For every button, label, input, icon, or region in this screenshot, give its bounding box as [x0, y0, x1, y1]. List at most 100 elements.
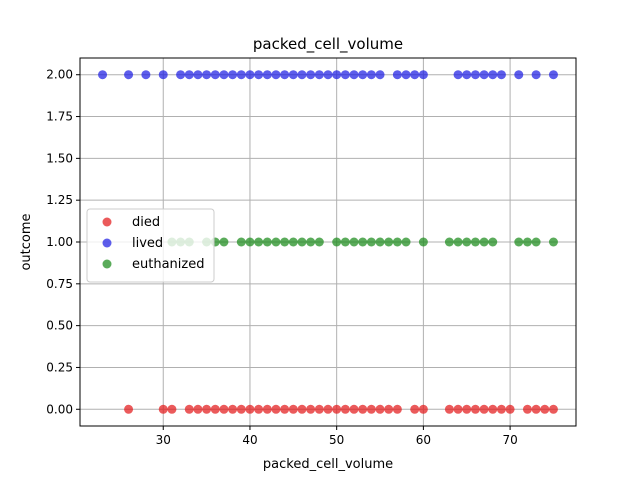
died-point: [210, 404, 220, 414]
lived-point: [401, 70, 411, 80]
euthanized-point: [401, 237, 411, 247]
x-axis-ticks: 30 40 50 60 70: [156, 426, 518, 447]
lived-point: [288, 70, 298, 80]
euthanized-point: [332, 237, 342, 247]
y-axis-title: outcome: [19, 213, 34, 270]
lived-point: [470, 70, 480, 80]
lived-point: [358, 70, 368, 80]
euthanized-point: [271, 237, 281, 247]
lived-point: [210, 70, 220, 80]
died-point: [470, 404, 480, 414]
died-point: [323, 404, 333, 414]
euthanized-point: [418, 237, 428, 247]
lived-point: [98, 70, 108, 80]
lived-point: [124, 70, 134, 80]
lived-point: [375, 70, 385, 80]
lived-point: [332, 70, 342, 80]
lived-point: [410, 70, 420, 80]
euthanized-point: [375, 237, 385, 247]
died-point: [349, 404, 359, 414]
died-point: [124, 404, 134, 414]
lived-point: [548, 70, 558, 80]
lived-point: [141, 70, 151, 80]
lived-point: [366, 70, 376, 80]
euthanized-point: [236, 237, 246, 247]
died-point: [375, 404, 385, 414]
lived-point: [314, 70, 324, 80]
died-point: [262, 404, 272, 414]
lived-point: [184, 70, 194, 80]
died-point: [193, 404, 203, 414]
euthanized-point: [288, 237, 298, 247]
lived-point: [280, 70, 290, 80]
died-point: [306, 404, 316, 414]
lived-point: [271, 70, 281, 80]
x-tick-label: 40: [242, 433, 257, 447]
lived-point: [228, 70, 238, 80]
died-point: [202, 404, 212, 414]
lived-point: [245, 70, 255, 80]
died-point: [332, 404, 342, 414]
legend: died lived euthanized: [86, 208, 215, 283]
lived-point: [176, 70, 186, 80]
lived-point: [219, 70, 229, 80]
died-point: [444, 404, 454, 414]
x-tick-label: 30: [156, 433, 171, 447]
died-point: [479, 404, 489, 414]
euthanized-point: [453, 237, 463, 247]
legend-label-died: died: [132, 215, 160, 230]
lived-point: [236, 70, 246, 80]
died-point: [158, 404, 168, 414]
lived-point: [262, 70, 272, 80]
euthanized-point: [531, 237, 541, 247]
x-tick-label: 70: [502, 433, 517, 447]
lived-point: [488, 70, 498, 80]
lived-point: [392, 70, 402, 80]
legend-label-lived: lived: [132, 236, 163, 251]
lived-point: [453, 70, 463, 80]
died-point: [245, 404, 255, 414]
lived-point: [496, 70, 506, 80]
died-point: [548, 404, 558, 414]
lived-point: [297, 70, 307, 80]
data-points: [98, 70, 558, 414]
y-tick-label: 0.25: [46, 360, 73, 374]
lived-point: [193, 70, 203, 80]
died-point: [410, 404, 420, 414]
euthanized-point: [280, 237, 290, 247]
died-point: [453, 404, 463, 414]
y-axis-ticks: 0.00 0.25 0.50 0.75 1.00 1.25 1.50 1.75 2.00: [46, 68, 80, 416]
euthanized-point: [522, 237, 532, 247]
x-axis-title: packed_cell_volume: [263, 457, 393, 472]
died-point: [366, 404, 376, 414]
died-point: [167, 404, 177, 414]
died-point: [384, 404, 394, 414]
y-tick-label: 1.00: [46, 235, 73, 249]
y-tick-label: 1.50: [46, 151, 73, 165]
euthanized-point: [314, 237, 324, 247]
lived-point: [479, 70, 489, 80]
legend-marker-lived: [102, 238, 112, 248]
euthanized-point: [366, 237, 376, 247]
died-point: [462, 404, 472, 414]
died-point: [418, 404, 428, 414]
euthanized-point: [548, 237, 558, 247]
legend-marker-died: [102, 217, 112, 227]
lived-point: [306, 70, 316, 80]
lived-point: [531, 70, 541, 80]
euthanized-point: [488, 237, 498, 247]
died-point: [496, 404, 506, 414]
died-point: [228, 404, 238, 414]
lived-point: [462, 70, 472, 80]
lived-point: [323, 70, 333, 80]
euthanized-point: [479, 237, 489, 247]
died-point: [505, 404, 515, 414]
died-point: [540, 404, 550, 414]
euthanized-point: [340, 237, 350, 247]
lived-point: [202, 70, 212, 80]
y-tick-label: 0.75: [46, 277, 73, 291]
died-point: [340, 404, 350, 414]
euthanized-point: [297, 237, 307, 247]
died-point: [488, 404, 498, 414]
